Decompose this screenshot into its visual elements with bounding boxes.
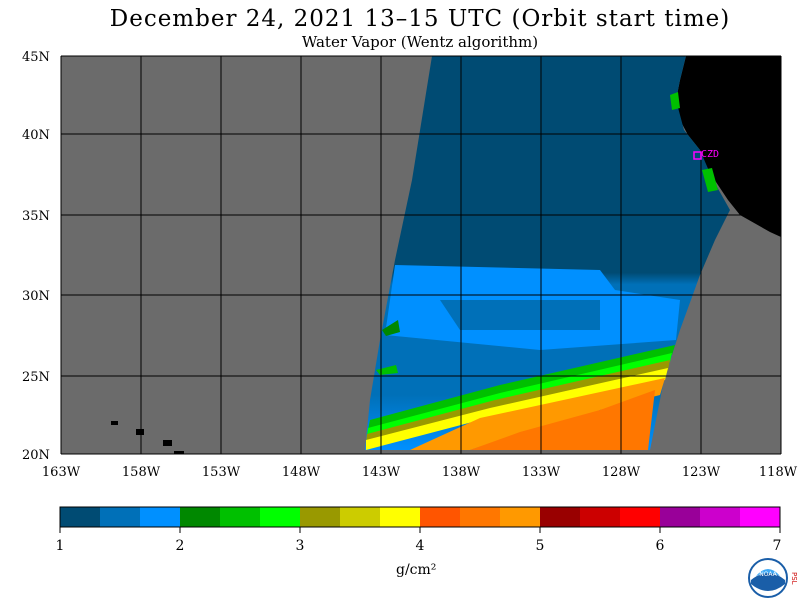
coast-green-2	[702, 168, 718, 192]
station-marker	[693, 151, 702, 160]
colorbar-swatch	[740, 507, 781, 527]
colorbar-swatches	[60, 507, 781, 527]
colorbar-swatch	[580, 507, 621, 527]
colorbar-swatch	[260, 507, 301, 527]
lon-label-128w: 128W	[602, 465, 641, 480]
psl-logo-text: PSL	[790, 572, 798, 585]
colorbar-tick-label: 7	[773, 538, 782, 554]
lon-label-133w: 133W	[522, 465, 561, 480]
coast-green	[670, 92, 680, 110]
lon-label-158w: 158W	[122, 465, 161, 480]
colorbar-swatch	[180, 507, 221, 527]
colorbar-ticks: 1 2 3 4 5 6 7	[56, 527, 782, 554]
colorbar-swatch	[140, 507, 181, 527]
colorbar-swatch	[620, 507, 661, 527]
lon-label-148w: 148W	[282, 465, 321, 480]
map-subtitle: Water Vapor (Wentz algorithm)	[301, 33, 539, 51]
island-hawaii	[174, 451, 184, 454]
lon-label-123w: 123W	[682, 465, 721, 480]
band-orange	[410, 378, 665, 450]
colorbar-swatch	[340, 507, 381, 527]
lat-label-45n: 45N	[22, 50, 50, 65]
lon-label-153w: 153W	[202, 465, 241, 480]
lat-label-40n: 40N	[22, 128, 50, 143]
grid-lines	[60, 55, 782, 455]
lat-label-20n: 20N	[22, 448, 50, 463]
island-oahu	[136, 429, 144, 435]
colorbar-swatch	[500, 507, 541, 527]
lat-label-25n: 25N	[22, 370, 50, 385]
lon-label-138w: 138W	[442, 465, 481, 480]
colorbar-swatch	[460, 507, 501, 527]
band-red-orange	[470, 390, 655, 450]
colorbar-tick-label: 1	[56, 538, 65, 554]
band-yellow	[366, 368, 668, 450]
lon-label-163w: 163W	[42, 465, 81, 480]
colorbar-tick-label: 4	[416, 538, 425, 554]
lon-label-143w: 143W	[362, 465, 401, 480]
swath-band-dark	[440, 300, 600, 330]
noaa-logo-icon: NOAA PSL	[748, 558, 798, 598]
lat-label-30n: 30N	[22, 289, 50, 304]
lon-label-118w: 118W	[759, 465, 798, 480]
island-maui	[163, 440, 172, 446]
colorbar-swatch	[540, 507, 581, 527]
land-area	[676, 56, 781, 237]
colorbar-swatch	[60, 507, 101, 527]
noaa-logo-text: NOAA	[759, 571, 777, 578]
colorbar-swatch	[420, 507, 461, 527]
colorbar-swatch	[220, 507, 261, 527]
colorbar-swatch	[300, 507, 341, 527]
swath-base	[365, 56, 730, 450]
lat-label-35n: 35N	[22, 209, 50, 224]
colorbar-units: g/cm²	[396, 562, 437, 578]
colorbar-tick-label: 2	[176, 538, 185, 554]
colorbar-swatch	[380, 507, 421, 527]
map-title: December 24, 2021 13–15 UTC (Orbit start…	[109, 6, 731, 32]
colorbar-swatch	[100, 507, 141, 527]
colorbar-tick-label: 6	[656, 538, 665, 554]
green-patch	[382, 320, 400, 336]
colorbar-swatch	[660, 507, 701, 527]
colorbar-tick-label: 5	[536, 538, 545, 554]
station-label: CZD	[701, 149, 719, 160]
island-kauai	[111, 421, 118, 425]
colorbar-tick-label: 3	[296, 538, 305, 554]
colorbar-swatch	[700, 507, 741, 527]
